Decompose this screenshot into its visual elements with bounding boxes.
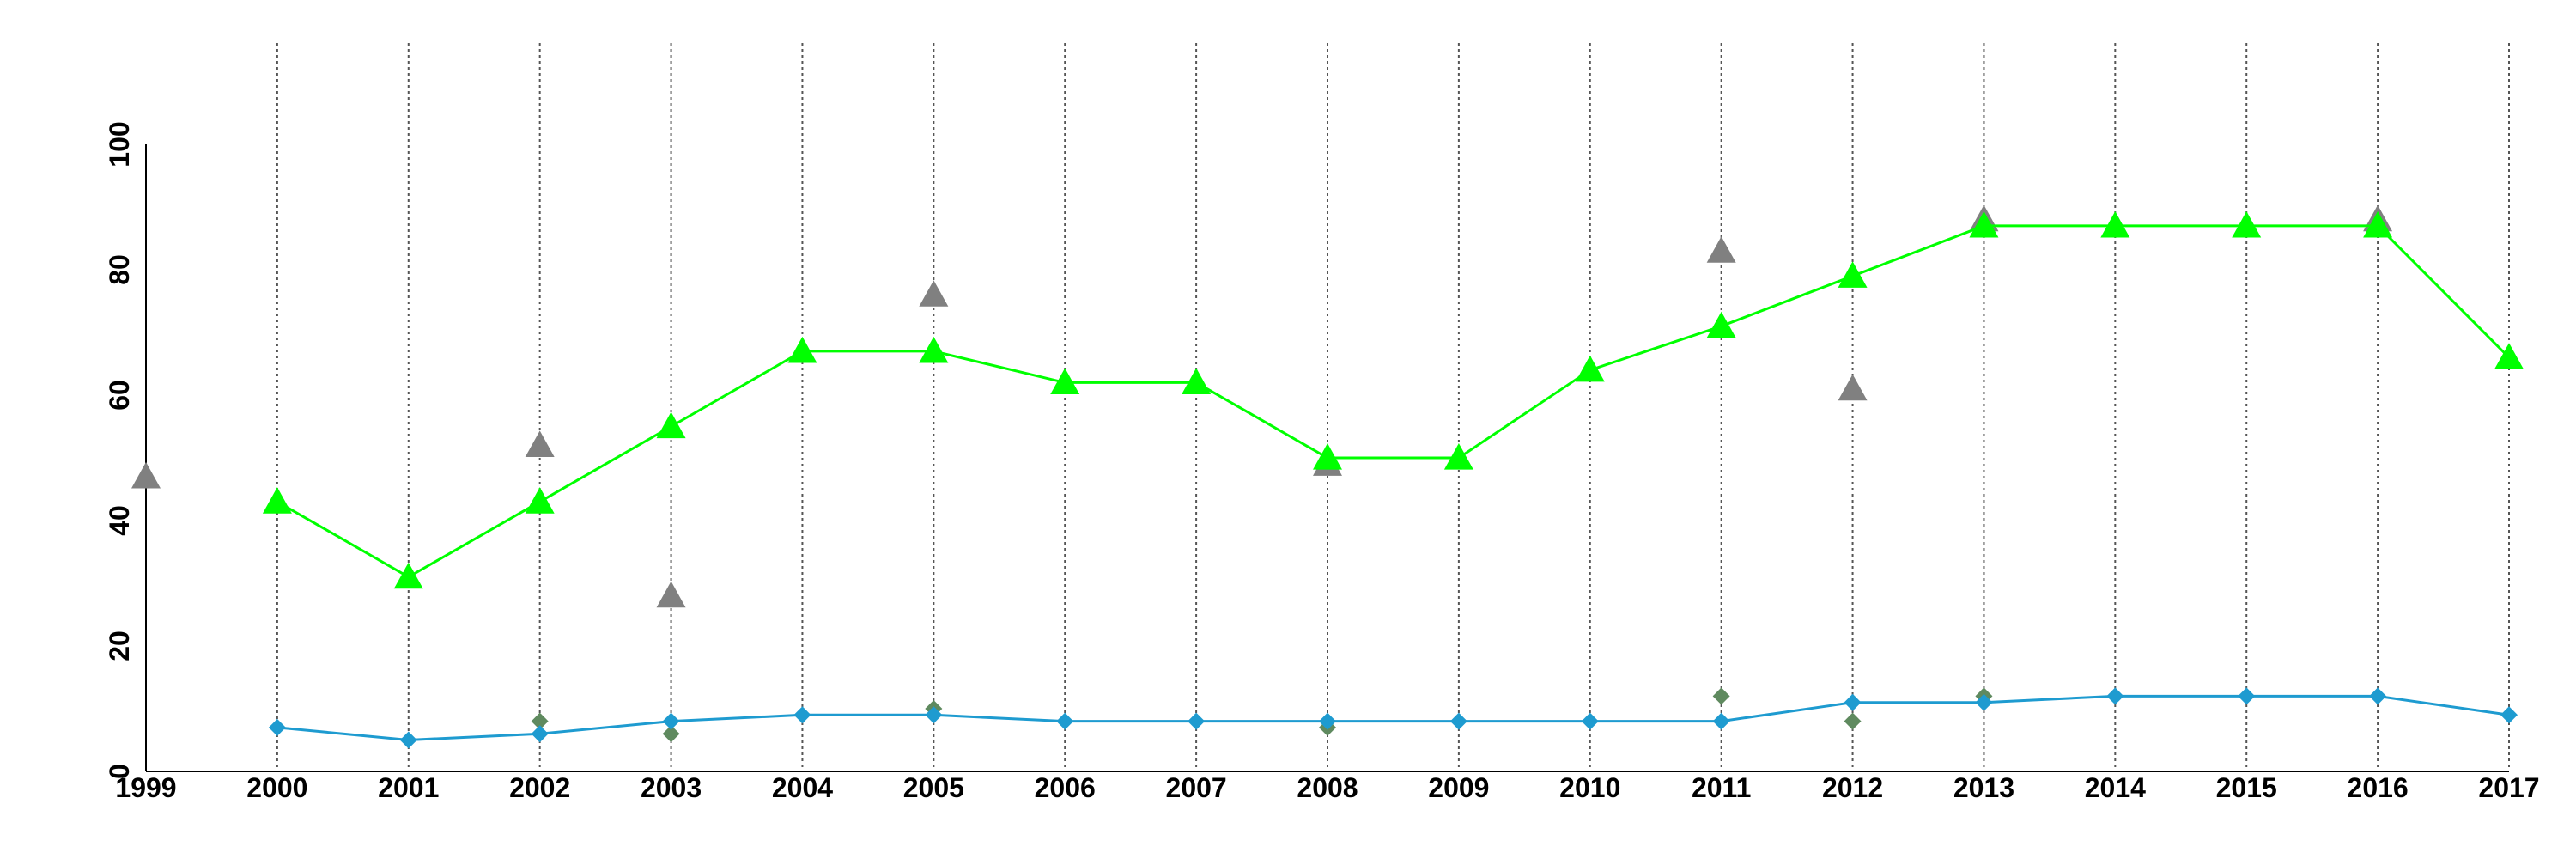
series-1-point-2012 <box>1844 693 1862 711</box>
series-0-point-2000 <box>262 487 292 514</box>
x-tick-label-2012: 2012 <box>1822 772 1883 803</box>
series-1-point-2001 <box>399 731 417 749</box>
x-tick-label-2004: 2004 <box>772 772 833 803</box>
series-1-point-2010 <box>1581 712 1599 730</box>
x-tick-label-1999: 1999 <box>115 772 176 803</box>
series-1-point-2008 <box>1319 712 1336 730</box>
x-tick-label-2010: 2010 <box>1559 772 1620 803</box>
series-1-point-2003 <box>662 712 680 730</box>
series-2-point-2002 <box>525 430 555 457</box>
series-2-point-2003 <box>656 581 686 608</box>
series-2-point-2005 <box>919 280 949 307</box>
y-tick-label-0: 0 <box>104 764 135 779</box>
series-0-point-2012 <box>1838 261 1868 288</box>
series-1-point-2000 <box>268 718 286 736</box>
series-1-point-2017 <box>2500 706 2518 724</box>
series-0-point-2015 <box>2232 210 2262 238</box>
series-0-point-2005 <box>919 336 949 363</box>
series-0 <box>262 210 2524 589</box>
series-1-point-2009 <box>1449 712 1467 730</box>
x-tick-label-2000: 2000 <box>246 772 307 803</box>
series-0-point-2014 <box>2100 210 2130 238</box>
series-0-point-2002 <box>525 487 555 514</box>
series-1-point-2002 <box>531 725 549 743</box>
x-tick-label-2005: 2005 <box>903 772 964 803</box>
series-1-point-2004 <box>793 706 811 724</box>
x-tick-label-2001: 2001 <box>378 772 439 803</box>
series-1-point-2016 <box>2369 687 2387 705</box>
x-tick-labels: 1999 2000 2001 2002 2003 2004 2005 2006 2007 2008… <box>115 772 2539 803</box>
series-1-point-2011 <box>1712 712 1730 730</box>
series-1 <box>268 687 2518 749</box>
series-1-point-2015 <box>2238 687 2256 705</box>
grid-lines <box>276 43 2510 771</box>
series-2 <box>131 204 2393 608</box>
series-0-point-2017 <box>2494 343 2524 369</box>
x-tick-label-2008: 2008 <box>1297 772 1358 803</box>
y-tick-label-60: 60 <box>104 380 135 411</box>
x-tick-label-2003: 2003 <box>641 772 702 803</box>
x-tick-label-2002: 2002 <box>509 772 570 803</box>
x-tick-label-2017: 2017 <box>2478 772 2539 803</box>
series-0-point-2007 <box>1182 368 1212 394</box>
series-3-point-2012 <box>1844 712 1862 730</box>
x-tick-label-2007: 2007 <box>1166 772 1227 803</box>
series-2-point-1999 <box>131 461 161 489</box>
y-tick-label-40: 40 <box>104 505 135 536</box>
x-tick-label-2016: 2016 <box>2348 772 2409 803</box>
x-tick-label-2009: 2009 <box>1428 772 1489 803</box>
series-0-point-2008 <box>1313 443 1342 470</box>
series-0-point-2013 <box>1969 210 1999 238</box>
x-tick-label-2006: 2006 <box>1035 772 1096 803</box>
series-1-point-2006 <box>1056 712 1074 730</box>
series <box>131 204 2524 749</box>
x-tick-label-2014: 2014 <box>2085 772 2146 803</box>
y-tick-label-100: 100 <box>104 121 135 167</box>
series-1-point-2007 <box>1188 712 1206 730</box>
series-3-point-2011 <box>1712 687 1730 705</box>
series-0-line <box>276 224 2511 579</box>
series-0-point-2011 <box>1706 311 1736 338</box>
series-0-point-2001 <box>393 562 423 589</box>
series-3-point-2002 <box>531 712 549 730</box>
axes <box>145 144 2509 772</box>
series-1-line <box>276 694 2510 742</box>
x-tick-label-2013: 2013 <box>1953 772 2014 803</box>
x-tick-label-2015: 2015 <box>2216 772 2277 803</box>
x-tick-label-2011: 2011 <box>1692 772 1751 803</box>
series-0-point-2010 <box>1575 355 1605 382</box>
y-tick-label-80: 80 <box>104 254 135 285</box>
series-2-point-2012 <box>1838 374 1868 401</box>
y-tick-label-20: 20 <box>104 631 135 661</box>
series-0-point-2003 <box>656 411 686 439</box>
series-1-point-2005 <box>925 706 943 724</box>
series-1-point-2014 <box>2106 687 2124 705</box>
series-0-point-2009 <box>1443 443 1473 470</box>
series-0-point-2006 <box>1050 368 1080 394</box>
series-0-point-2016 <box>2363 210 2393 238</box>
series-0-point-2004 <box>787 336 817 363</box>
series-3-point-2003 <box>662 725 680 743</box>
series-1-point-2013 <box>1975 693 1993 711</box>
y-tick-labels: 0 20 40 60 80 100 <box>104 121 135 779</box>
series-2-point-2011 <box>1706 236 1736 263</box>
